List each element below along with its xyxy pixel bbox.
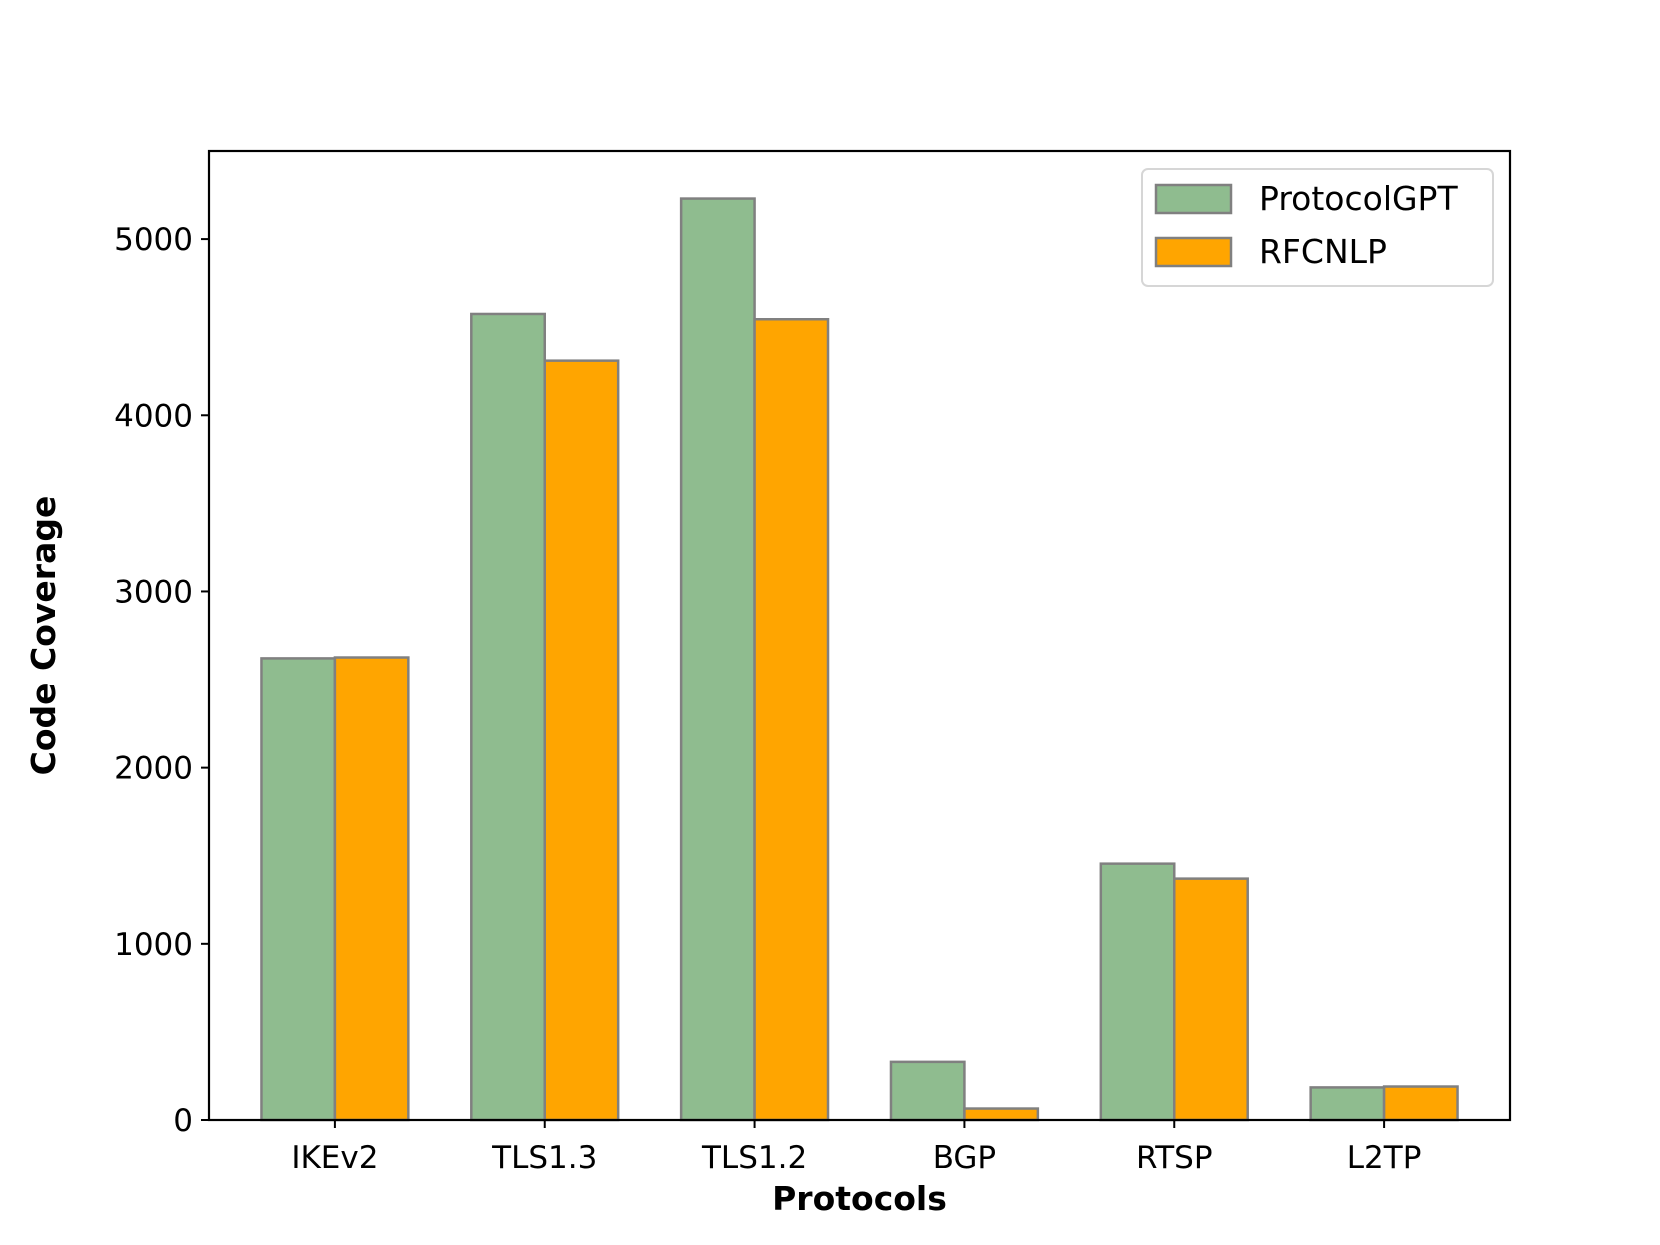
y-tick-label: 3000 [114, 574, 193, 610]
x-tick-label: TLS1.2 [701, 1140, 807, 1176]
legend-swatch-protocolgpt [1154, 183, 1233, 215]
bars-group [260, 197, 1459, 1122]
bar-protocolgpt-l2tp [1309, 1086, 1386, 1122]
y-tick-label: 2000 [114, 751, 193, 787]
bar-rfcnlp-ikev2 [333, 656, 410, 1122]
y-tick-label: 1000 [114, 927, 193, 963]
x-axis-title: Protocols [772, 1179, 947, 1218]
bar-protocolgpt-rtsp [1099, 862, 1176, 1122]
bar-rfcnlp-l2tp [1382, 1085, 1459, 1122]
bar-protocolgpt-tls1.3 [470, 312, 546, 1122]
y-tick-label: 4000 [114, 398, 193, 434]
y-tick-label: 5000 [114, 222, 193, 258]
bar-protocolgpt-ikev2 [260, 657, 337, 1122]
legend: ProtocolGPT RFCNLP [1141, 168, 1494, 287]
x-tick-label: IKEv2 [291, 1140, 378, 1176]
bar-protocolgpt-tls1.2 [679, 197, 756, 1122]
x-tick-label: TLS1.3 [491, 1140, 597, 1176]
legend-label-protocolgpt: ProtocolGPT [1259, 179, 1458, 218]
y-tick-label: 0 [173, 1103, 193, 1139]
y-axis-title: Code Coverage [24, 496, 63, 776]
bar-rfcnlp-tls1.2 [753, 318, 830, 1122]
bar-rfcnlp-tls1.3 [543, 359, 620, 1122]
x-tick-label: L2TP [1347, 1140, 1422, 1176]
x-axis: IKEv2 TLS1.3 TLS1.2 BGP RTSP L2TP [291, 1120, 1421, 1176]
plot-frame [207, 149, 1512, 1122]
legend-label-rfcnlp: RFCNLP [1259, 232, 1387, 271]
bar-rfcnlp-rtsp [1173, 877, 1249, 1122]
x-tick-label: RTSP [1136, 1140, 1213, 1176]
y-axis: 0 1000 2000 3000 4000 5000 [114, 222, 209, 1139]
x-tick-label: BGP [933, 1140, 996, 1176]
bar-rfcnlp-bgp [963, 1107, 1040, 1122]
legend-swatch-rfcnlp [1154, 236, 1233, 268]
bar-protocolgpt-bgp [889, 1060, 966, 1122]
